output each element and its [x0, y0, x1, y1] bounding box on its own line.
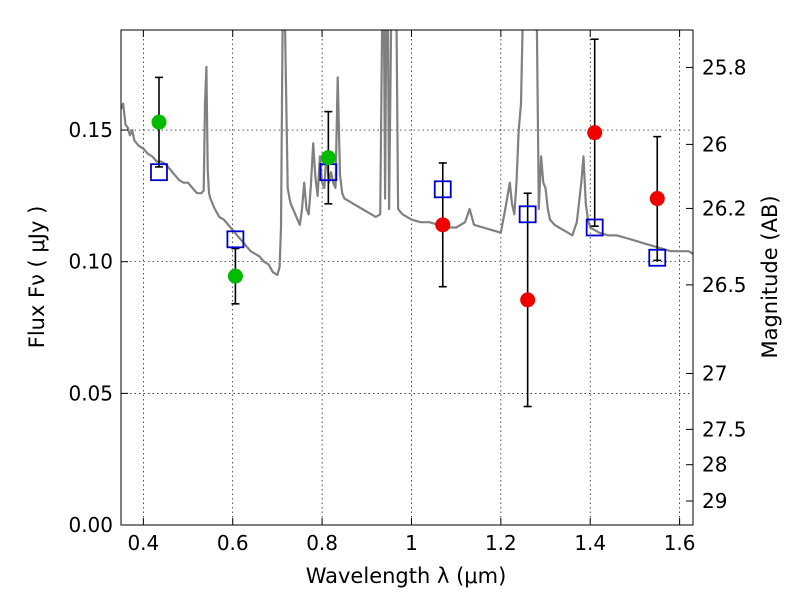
magnitude-axis-label: Magnitude (AB): [758, 195, 782, 358]
x-tick-label: 0.6: [217, 531, 249, 555]
red-flux-point: [649, 191, 665, 207]
plot-frame: [120, 29, 694, 526]
x-tick-label: 0.8: [306, 531, 338, 555]
x-tick-label: 0.4: [127, 531, 159, 555]
magnitude-tick-label: 26.2: [702, 196, 747, 220]
x-tick-label: 1.6: [664, 531, 696, 555]
x-tick-label: 1.4: [574, 531, 606, 555]
model-flux-square: [518, 205, 537, 224]
y-tick-label: 0.05: [68, 381, 113, 405]
magnitude-tick-label: 25.8: [702, 55, 747, 79]
magnitude-tick-label: 26: [702, 132, 727, 156]
model-flux-square: [150, 163, 168, 182]
model-flux-square: [648, 248, 667, 267]
green-flux-point: [320, 150, 336, 166]
y-axis-label: Flux Fν ( μJy ): [25, 206, 49, 349]
magnitude-tick-label: 26.5: [702, 273, 747, 297]
green-flux-point: [227, 268, 243, 284]
x-tick-label: 1.2: [485, 531, 517, 555]
green-flux-point: [151, 114, 167, 130]
model-flux-square: [585, 218, 604, 237]
red-flux-point: [587, 125, 603, 141]
magnitude-tick-label: 27.5: [702, 417, 747, 441]
magnitude-tick-label: 27: [702, 361, 727, 385]
x-axis-label: Wavelength λ (μm): [306, 564, 507, 588]
y-tick-label: 0.00: [68, 513, 113, 537]
y-tick-label: 0.15: [68, 118, 113, 142]
x-tick-label: 1: [405, 531, 418, 555]
model-flux-square: [433, 180, 452, 199]
model-flux-square: [226, 230, 245, 249]
plot-area: [121, 30, 693, 408]
magnitude-tick-label: 29: [702, 489, 727, 513]
magnitude-tick-label: 28: [702, 453, 727, 477]
y-tick-label: 0.10: [68, 250, 113, 274]
red-flux-point: [520, 292, 536, 308]
sed-model-curve: [121, 30, 693, 276]
axis-ticks: 0.4 0.6 0.8 1 1.2 1.4 1.6 0.00 0.05 0.10 0.15 25.8 2…: [68, 30, 747, 555]
red-flux-point: [435, 217, 451, 233]
